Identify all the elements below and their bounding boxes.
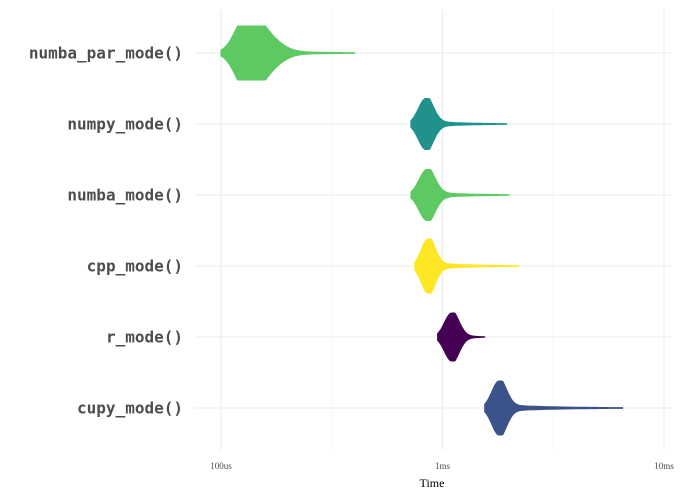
x-axis-title: Time [420, 476, 445, 490]
violin-numba-par-mode [220, 25, 355, 81]
category-label: cpp_mode() [87, 257, 183, 276]
violin-r-mode [437, 312, 486, 362]
violin-cpp-mode [414, 238, 519, 294]
category-label: r_mode() [106, 328, 183, 347]
violins [220, 25, 624, 436]
category-label: numba_par_mode() [29, 44, 183, 63]
category-label: numba_mode() [67, 186, 183, 205]
x-tick-label: 10ms [654, 461, 674, 471]
x-tick-label: 1ms [435, 461, 451, 471]
category-label: cupy_mode() [77, 399, 183, 418]
x-tick-labels: 100us 1ms 10ms [210, 461, 674, 471]
category-labels: numba_par_mode() numpy_mode() numba_mode()… [29, 44, 183, 418]
violin-cupy-mode [484, 380, 624, 436]
violin-numba-mode [410, 169, 510, 221]
x-tick-label: 100us [210, 461, 232, 471]
category-label: numpy_mode() [67, 115, 183, 134]
violin-numpy-mode [410, 98, 508, 150]
